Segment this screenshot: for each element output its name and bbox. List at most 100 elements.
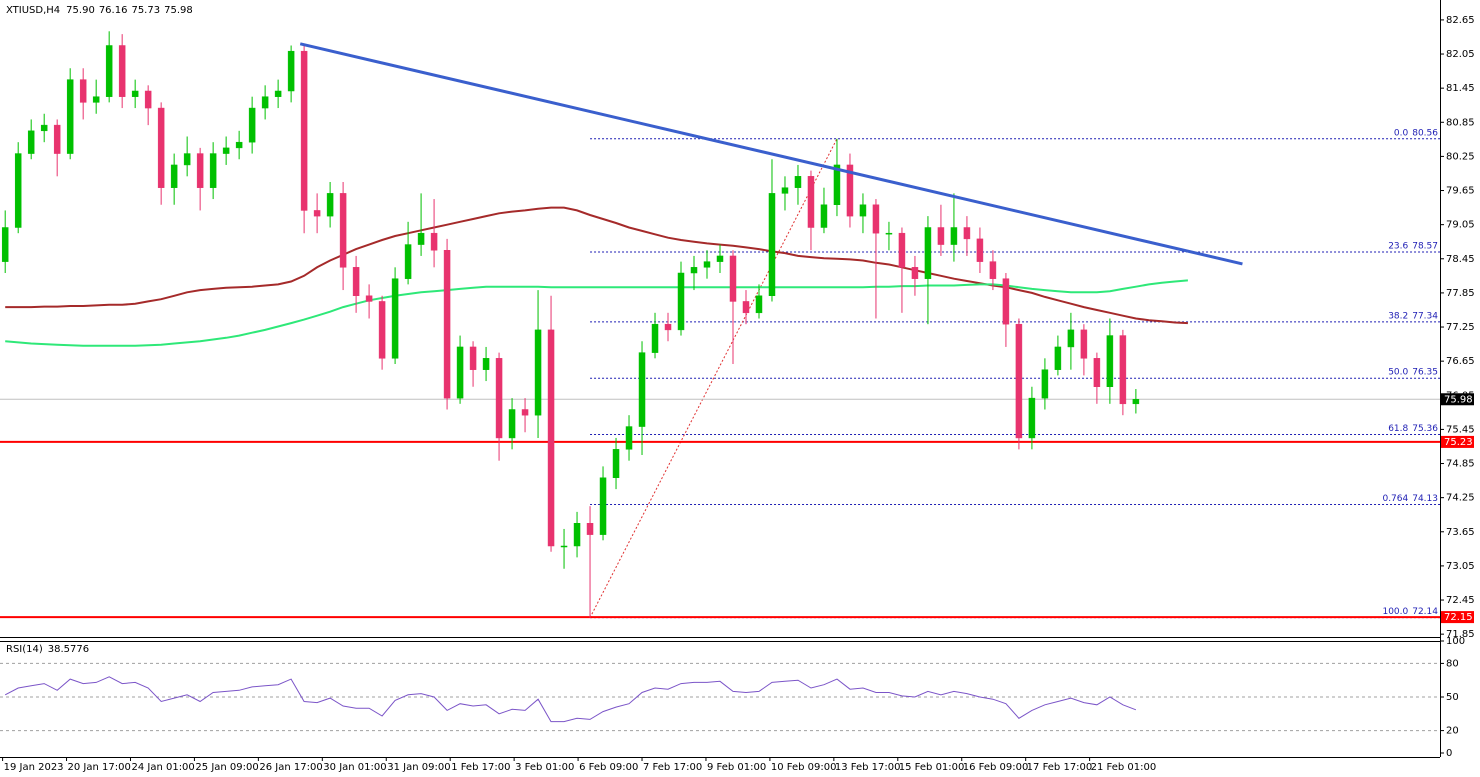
candle-body — [729, 255, 737, 302]
candle-body — [248, 107, 256, 143]
candle-body — [703, 261, 711, 268]
x-tick-label: 3 Feb 01:00 — [515, 762, 574, 773]
rsi-y-tick-label: 0 — [1446, 748, 1452, 759]
candle-body — [170, 164, 178, 188]
y-tick-label: 73.65 — [1446, 527, 1475, 538]
candle-body — [495, 358, 503, 439]
fib-value: 77.34 — [1412, 311, 1438, 321]
candle-body — [430, 232, 438, 251]
candle-body — [534, 329, 542, 416]
y-tick-label: 74.85 — [1446, 459, 1475, 470]
candle-body — [599, 477, 607, 535]
y-tick-label: 82.65 — [1446, 15, 1475, 26]
candle-body — [1041, 369, 1049, 399]
candle-body — [820, 204, 828, 228]
fib-ratio: 100.0 — [1382, 607, 1408, 617]
candle-body — [92, 96, 100, 103]
x-tick-label: 31 Jan 09:00 — [387, 762, 450, 773]
candle-body — [573, 523, 581, 547]
x-tick-label: 15 Feb 01:00 — [899, 762, 965, 773]
candle-body — [1002, 278, 1010, 325]
candle-body — [989, 261, 997, 279]
candle-body — [443, 250, 451, 399]
candle-body — [157, 107, 165, 188]
candle-body — [794, 176, 802, 188]
candle-body — [833, 164, 841, 205]
candle-body — [1080, 329, 1088, 359]
fib-ratio: 61.8 — [1388, 424, 1408, 434]
candle-body — [716, 255, 724, 262]
candle-body — [924, 227, 932, 279]
candle-body — [664, 323, 672, 331]
x-tick-label: 6 Feb 09:00 — [579, 762, 638, 773]
ohlc-open: 75.90 — [66, 5, 95, 16]
candle-body — [807, 176, 815, 228]
x-tick-label: 10 Feb 09:00 — [771, 762, 837, 773]
candle-body — [118, 45, 126, 97]
fib-value: 74.13 — [1412, 494, 1438, 504]
ohlc-low: 75.73 — [131, 5, 160, 16]
candle-body — [625, 426, 633, 450]
rsi-line — [4, 676, 1137, 723]
rsi-name: RSI(14) — [6, 644, 43, 655]
y-tick-label: 75.45 — [1446, 424, 1475, 435]
candle-body — [1015, 323, 1023, 439]
axes: 82.65 82.05 81.45 80.85 80.25 79.65 79.05 78.45… — [2, 15, 1475, 773]
symbol: XTIUSD,H4 — [6, 5, 60, 16]
candle-body — [131, 90, 139, 97]
rsi-title: RSI(14) 38.5776 — [6, 644, 89, 655]
candle-body — [508, 409, 516, 439]
candle-body — [391, 278, 399, 359]
fib-ratio: 0.0 — [1394, 128, 1409, 138]
fib-ratio: 38.2 — [1388, 311, 1408, 321]
x-tick-label: 25 Jan 09:00 — [195, 762, 258, 773]
y-tick-label: 79.05 — [1446, 220, 1475, 231]
candle-body — [313, 210, 321, 217]
fib-ratio: 0.764 — [1382, 494, 1408, 504]
candle-body — [404, 244, 412, 279]
candle-body — [1106, 335, 1114, 387]
candle-body — [612, 449, 620, 478]
price-box — [1441, 611, 1474, 624]
x-tick-label: 17 Feb 17:00 — [1027, 762, 1093, 773]
candle-body — [66, 79, 74, 154]
candle-body — [274, 90, 282, 97]
rsi-last-value: 38.5776 — [48, 644, 89, 655]
y-tick-label: 82.05 — [1446, 49, 1475, 60]
y-tick-label: 80.85 — [1446, 117, 1475, 128]
y-tick-label: 71.85 — [1446, 629, 1475, 640]
candle-body — [53, 124, 61, 154]
fib-ratio: 50.0 — [1388, 368, 1408, 378]
candle-body — [378, 301, 386, 359]
fib-value: 75.36 — [1412, 424, 1438, 434]
x-tick-label: 9 Feb 01:00 — [707, 762, 766, 773]
candle-body — [521, 409, 529, 416]
x-tick-label: 30 Jan 01:00 — [323, 762, 386, 773]
candle-body — [1, 227, 9, 262]
candle-body — [209, 153, 217, 188]
candle-body — [963, 227, 971, 240]
fib-value: 72.14 — [1412, 607, 1438, 617]
fib-diagonal — [589, 138, 838, 618]
candle-body — [105, 45, 113, 97]
candle-body — [183, 153, 191, 166]
rsi-y-tick-label: 20 — [1446, 726, 1459, 737]
ohlc-high: 76.16 — [99, 5, 128, 16]
candle-body — [417, 232, 425, 245]
candle-body — [1093, 358, 1101, 387]
x-tick-label: 21 Feb 01:00 — [1091, 762, 1157, 773]
candle-body — [40, 124, 48, 132]
x-tick-label: 16 Feb 09:00 — [963, 762, 1029, 773]
y-tick-label: 80.25 — [1446, 151, 1475, 162]
x-tick-label: 7 Feb 17:00 — [643, 762, 702, 773]
price-box — [1441, 435, 1474, 448]
candle-body — [261, 96, 269, 109]
candle-body — [976, 238, 984, 262]
candle-body — [560, 545, 568, 548]
price-panel: 80.560.0 78.57 23.6 77.34 38.2 76.35 50.0 75.36… — [0, 31, 1440, 619]
price-box-label: 75.98 — [1444, 394, 1473, 405]
candle-body — [651, 323, 659, 353]
candle-body — [456, 346, 464, 399]
